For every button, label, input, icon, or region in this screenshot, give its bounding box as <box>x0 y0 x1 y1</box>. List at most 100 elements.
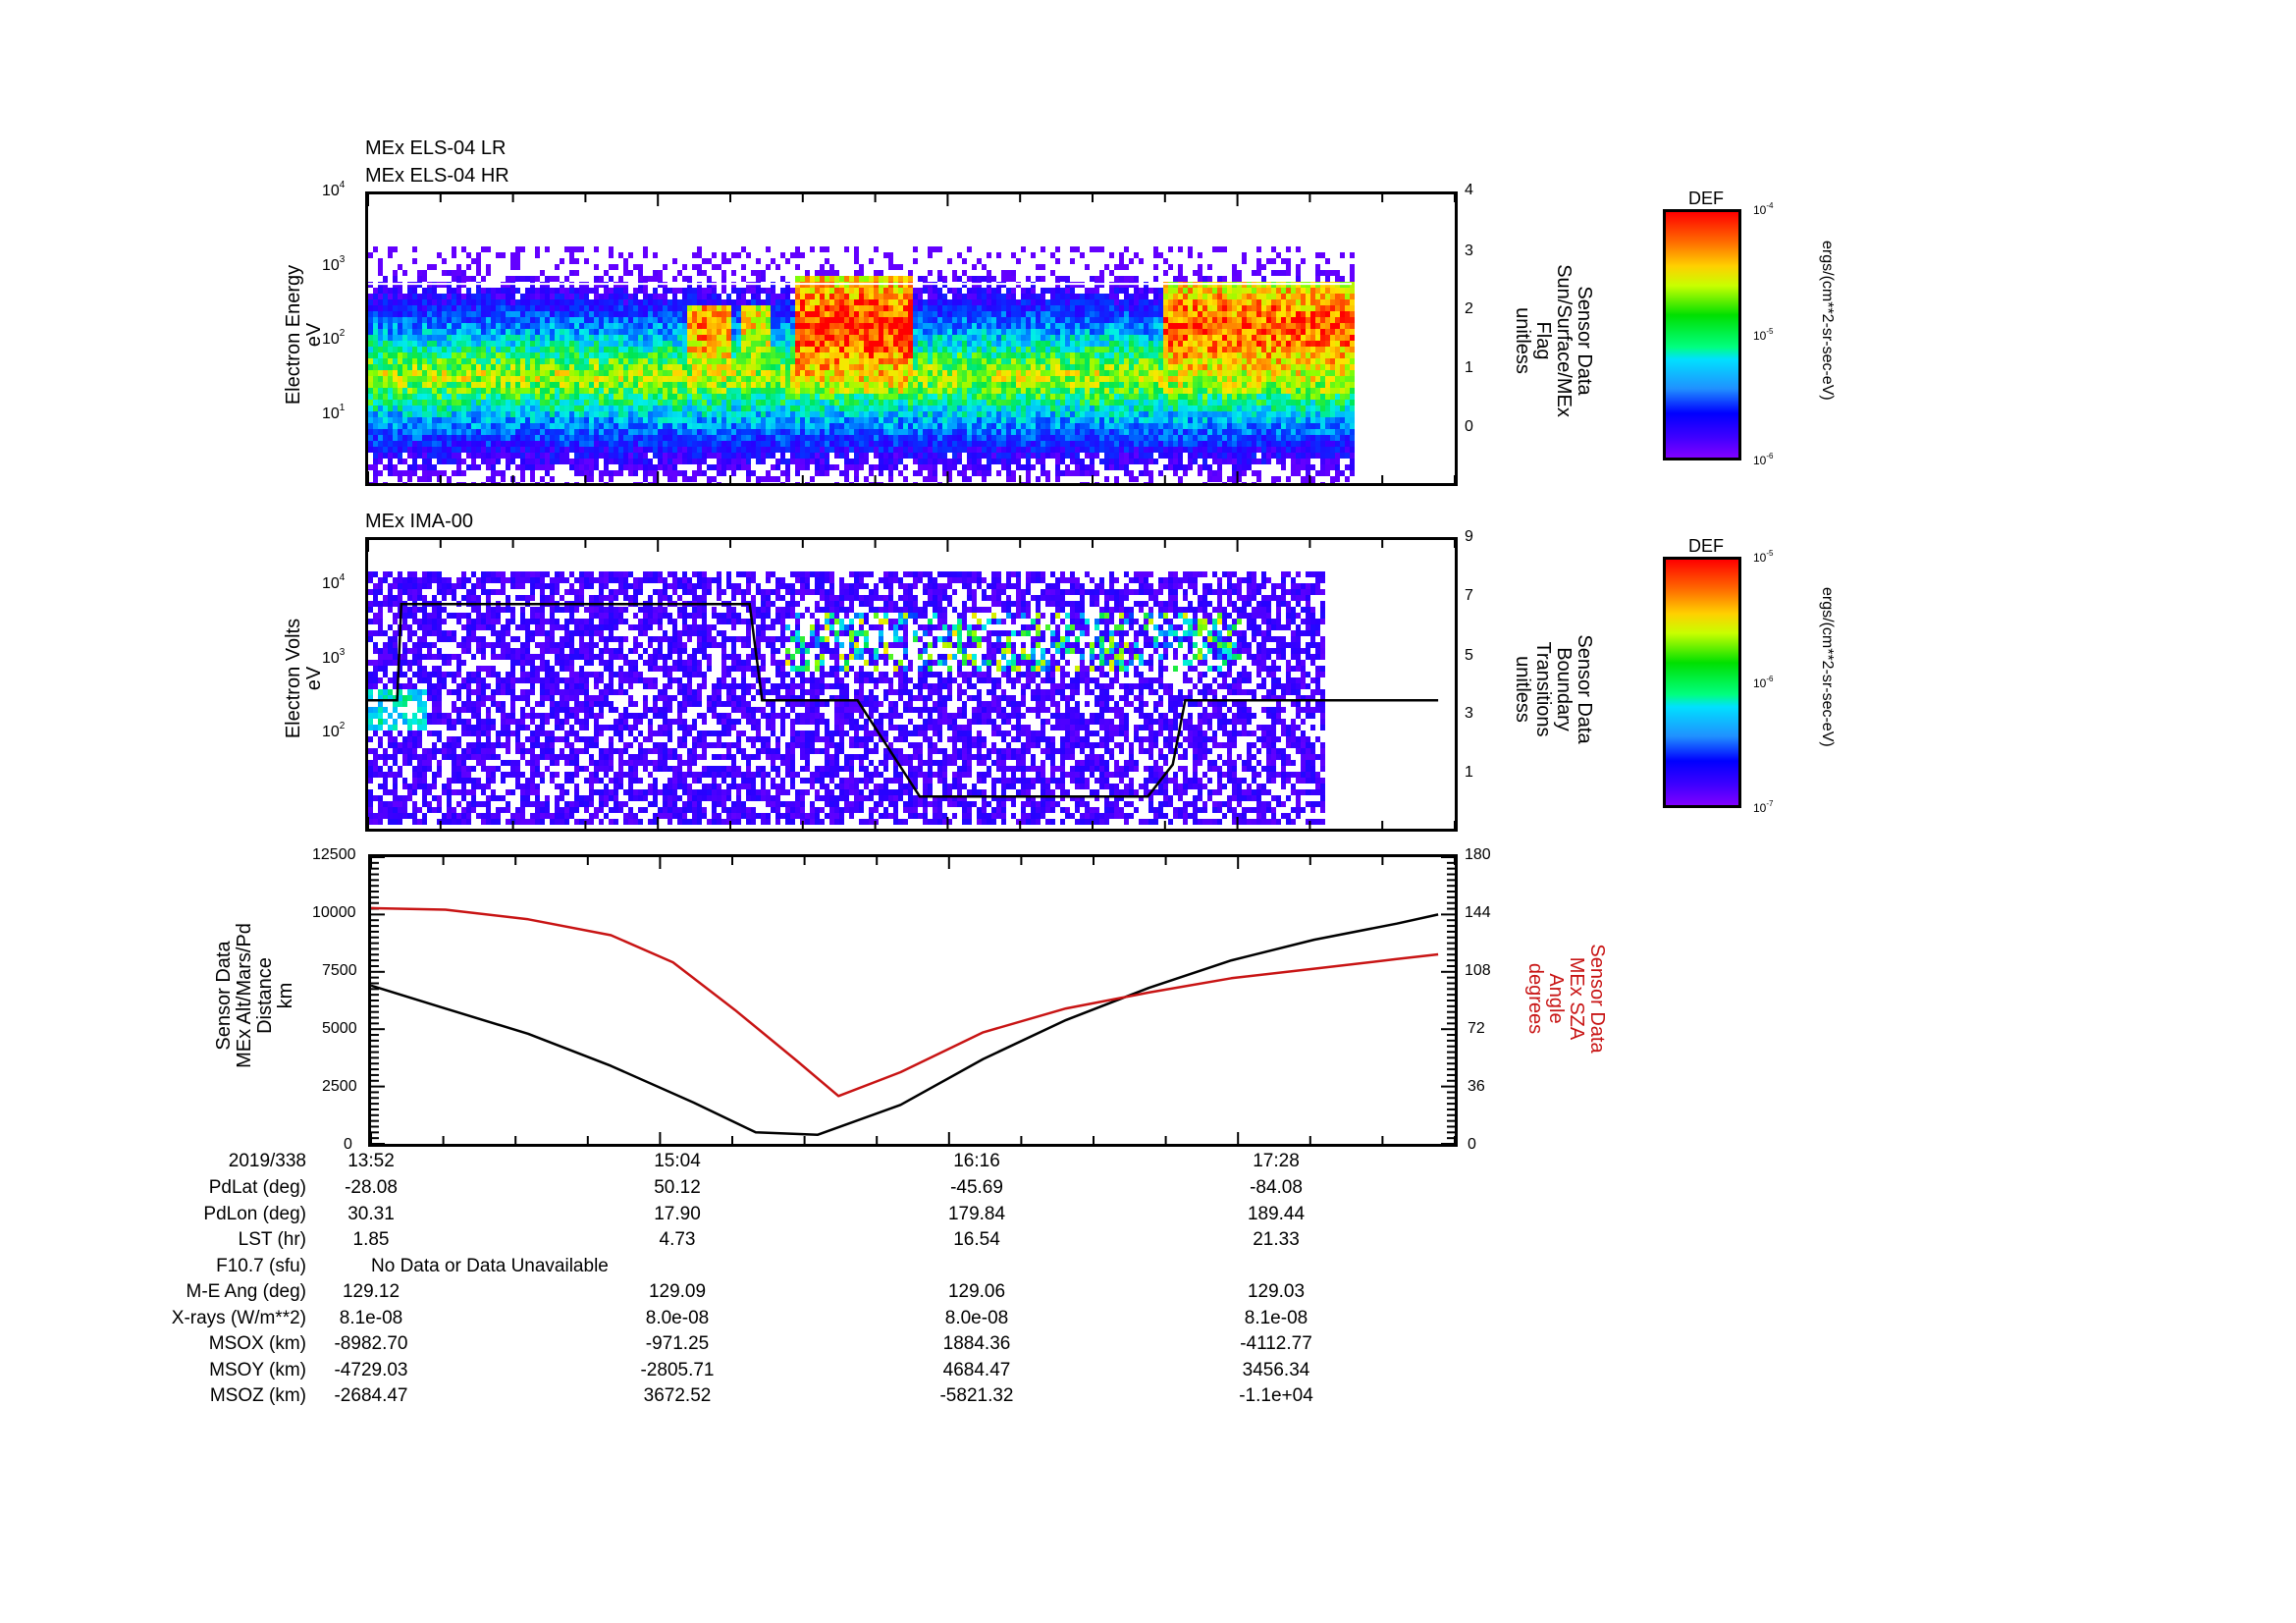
panel2-right-ytick: 3 <box>1465 705 1473 722</box>
panel1-right-ylabel: Sensor Data Sun/Surface/MEx Flag unitless <box>1512 264 1595 417</box>
table-cell: -84.08 <box>1250 1177 1303 1198</box>
panel2-right-ytick: 5 <box>1465 647 1473 664</box>
table-row-label: MSOZ (km) <box>209 1385 306 1406</box>
table-cell: 21.33 <box>1253 1229 1300 1250</box>
time-tick: 15:04 <box>654 1151 701 1171</box>
panel3-ylabel: Sensor Data MEx Alt/Mars/Pd Distance km <box>213 923 296 1068</box>
panel1-ytick: 101 <box>322 403 346 422</box>
table-cell: -2684.47 <box>334 1385 408 1406</box>
table-cell: 8.0e-08 <box>944 1307 1009 1328</box>
panel1-right-ytick: 3 <box>1465 243 1473 259</box>
table-cell: 189.44 <box>1247 1203 1306 1224</box>
table-cell: -1.1e+04 <box>1239 1385 1313 1406</box>
panel1-title-lr: MEx ELS-04 LR <box>365 137 507 159</box>
colorbar2-units: ergs/(cm**2-sr-sec-eV) <box>1819 587 1836 747</box>
table-cell: 17.90 <box>654 1203 701 1224</box>
colorbar1-tick: 10-5 <box>1753 327 1774 343</box>
colorbar2-tick: 10-5 <box>1753 549 1774 565</box>
table-cell: -4112.77 <box>1240 1333 1312 1354</box>
table-cell: 30.31 <box>347 1203 395 1224</box>
colorbar2-tick: 10-7 <box>1753 799 1774 815</box>
colorbar2-title: DEF <box>1688 536 1724 556</box>
table-cell: -2805.71 <box>640 1359 715 1380</box>
panel3-right-ytick: 180 <box>1465 846 1491 863</box>
panel3-right-ylabel: Sensor Data MEx SZA Angle degrees <box>1524 944 1608 1054</box>
panel2-ylabel: Electron Volts eV <box>283 618 325 739</box>
panel3-ytick: 12500 <box>312 846 356 863</box>
table-cell: 16.54 <box>953 1229 1000 1250</box>
panel3-right-ytick: 36 <box>1468 1078 1485 1095</box>
time-tick: 16:16 <box>953 1151 1000 1171</box>
table-cell: 3672.52 <box>643 1385 712 1406</box>
panel1-title-hr: MEx ELS-04 HR <box>365 165 509 187</box>
table-cell: -971.25 <box>645 1333 710 1354</box>
table-cell: -4729.03 <box>334 1359 408 1380</box>
table-cell: 50.12 <box>654 1177 701 1198</box>
table-row-label: MSOY (km) <box>209 1359 306 1380</box>
table-cell: 129.09 <box>648 1281 707 1302</box>
panel3-ytick: 2500 <box>322 1078 357 1095</box>
table-cell: 129.03 <box>1247 1281 1306 1302</box>
panel3-right-ytick: 108 <box>1465 962 1491 979</box>
panel3-right-ytick: 0 <box>1468 1136 1476 1153</box>
table-cell: 8.0e-08 <box>645 1307 710 1328</box>
table-cell: 8.1e-08 <box>1244 1307 1308 1328</box>
table-cell: 1884.36 <box>942 1333 1011 1354</box>
colorbar1 <box>1663 209 1741 460</box>
table-cell: -45.69 <box>950 1177 1003 1198</box>
table-header-date: 2019/338 <box>228 1151 306 1171</box>
table-cell: 179.84 <box>947 1203 1006 1224</box>
panel2-right-ytick: 7 <box>1465 587 1473 604</box>
colorbar1-title: DEF <box>1688 189 1724 208</box>
els-spectrogram <box>368 194 1455 483</box>
colorbar1-tick: 10-6 <box>1753 452 1774 467</box>
panel3-right-ytick: 72 <box>1468 1020 1485 1037</box>
panel2-ytick: 102 <box>322 721 346 740</box>
table-cell: -8982.70 <box>334 1333 408 1354</box>
ima-spectrogram-panel <box>365 537 1458 832</box>
panel1-right-ytick: 0 <box>1465 418 1473 435</box>
table-row-label: X-rays (W/m**2) <box>171 1307 306 1328</box>
colorbar2 <box>1663 557 1741 808</box>
panel1-right-ytick: 2 <box>1465 300 1473 317</box>
table-cell: -28.08 <box>345 1177 398 1198</box>
time-tick: 17:28 <box>1253 1151 1300 1171</box>
altitude-sza-plot <box>371 857 1455 1144</box>
panel2-title: MEx IMA-00 <box>365 511 474 532</box>
panel1-right-ytick: 1 <box>1465 359 1473 376</box>
table-row-label: MSOX (km) <box>208 1333 306 1354</box>
panel3-ytick: 7500 <box>322 962 357 979</box>
panel1-ytick: 103 <box>322 254 346 274</box>
panel3-right-ytick: 144 <box>1465 904 1491 921</box>
table-cell: 4684.47 <box>942 1359 1011 1380</box>
colorbar2-tick: 10-6 <box>1753 675 1774 690</box>
panel3-ytick: 0 <box>344 1136 352 1153</box>
els-spectrogram-panel <box>365 191 1458 486</box>
table-cell: 129.06 <box>947 1281 1006 1302</box>
panel2-ytick: 104 <box>322 572 346 592</box>
panel3-ytick: 5000 <box>322 1020 357 1037</box>
table-row-label: M-E Ang (deg) <box>186 1281 307 1302</box>
panel2-ytick: 103 <box>322 647 346 667</box>
table-row-label: PdLon (deg) <box>203 1203 306 1224</box>
table-row-label: LST (hr) <box>238 1229 306 1250</box>
panel1-ytick: 102 <box>322 328 346 348</box>
table-cell: 8.1e-08 <box>339 1307 403 1328</box>
panel2-right-ytick: 1 <box>1465 764 1473 781</box>
time-tick: 13:52 <box>347 1151 395 1171</box>
colorbar1-tick: 10-4 <box>1753 201 1774 217</box>
panel2-right-ylabel: Sensor Data Boundary Transitions unitless <box>1512 634 1595 744</box>
panel2-right-ytick: 9 <box>1465 528 1473 545</box>
table-cell: 4.73 <box>659 1229 696 1250</box>
altitude-sza-panel <box>368 854 1458 1147</box>
table-cell: 3456.34 <box>1242 1359 1310 1380</box>
ima-spectrogram <box>368 540 1455 829</box>
table-cell: 129.12 <box>342 1281 400 1302</box>
panel1-ylabel: Electron Energy eV <box>283 264 325 406</box>
table-note: No Data or Data Unavailable <box>371 1255 609 1276</box>
colorbar1-units: ergs/(cm**2-sr-sec-eV) <box>1819 241 1836 401</box>
table-row-label: F10.7 (sfu) <box>216 1255 306 1276</box>
table-cell: 1.85 <box>352 1229 390 1250</box>
panel1-ytick: 104 <box>322 180 346 199</box>
panel1-right-ytick: 4 <box>1465 182 1473 198</box>
